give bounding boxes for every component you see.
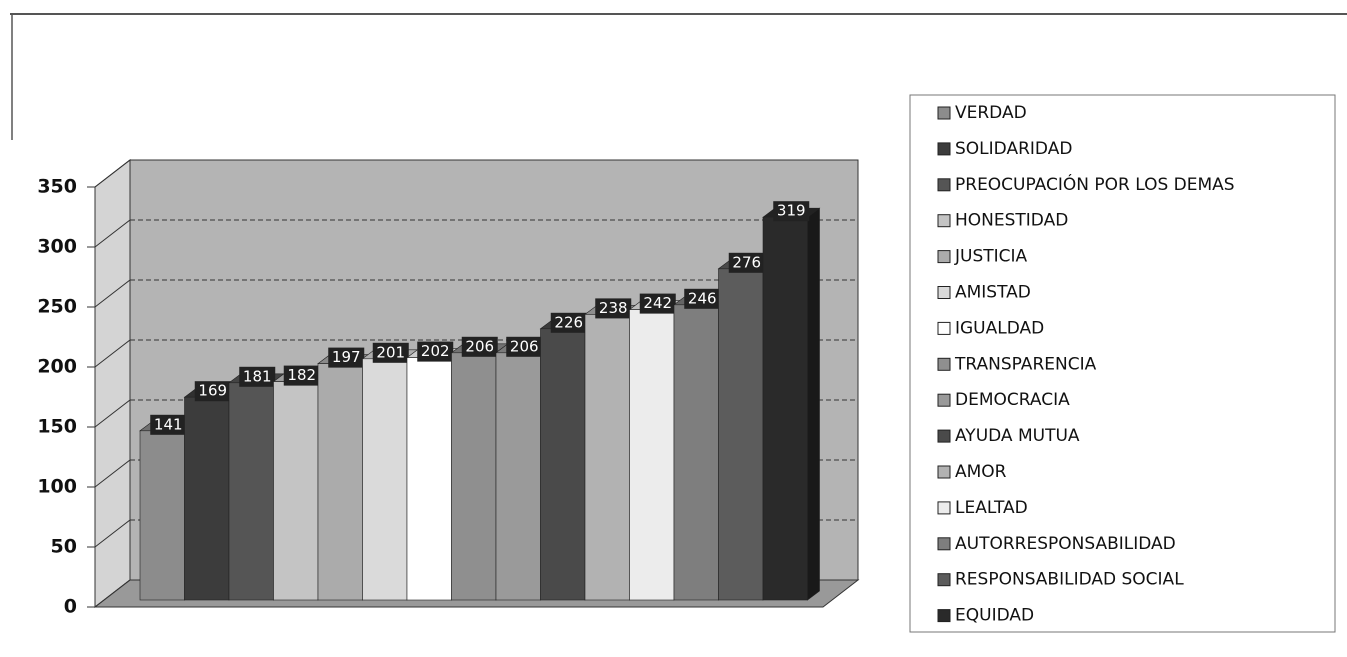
- grid-line: [94, 579, 131, 608]
- legend-swatch: [937, 286, 951, 299]
- bar: [273, 381, 319, 601]
- y-tick-label: 0: [64, 596, 77, 618]
- legend-swatch: [937, 609, 951, 623]
- y-tick-label: 250: [37, 296, 77, 318]
- data-label-box: [595, 298, 632, 319]
- bar: [228, 382, 274, 601]
- data-label: 141: [154, 415, 183, 433]
- legend-label: IGUALDAD: [955, 318, 1044, 338]
- data-label: 201: [376, 343, 405, 361]
- bar: [139, 430, 185, 601]
- bar: [718, 268, 764, 601]
- bar: [317, 363, 363, 601]
- bar: [584, 314, 630, 601]
- legend-swatch: [937, 573, 951, 587]
- bar-side: [807, 207, 820, 601]
- legend-label: LEALTAD: [955, 498, 1028, 518]
- legend-swatch: [937, 393, 951, 407]
- legend-swatch: [937, 357, 951, 371]
- grid-line: [94, 519, 131, 548]
- legend-label: TRANSPARENCIA: [954, 354, 1097, 374]
- legend-swatch: [937, 321, 951, 335]
- legend-label: SOLIDARIDAD: [955, 139, 1072, 159]
- data-label-box: [417, 341, 454, 362]
- bar: [629, 309, 675, 601]
- data-label: 246: [688, 289, 717, 307]
- legend-label: DEMOCRACIA: [955, 390, 1070, 410]
- bar: [762, 216, 808, 601]
- data-label-box: [461, 336, 498, 357]
- legend-swatch: [937, 465, 951, 479]
- y-tick-label: 350: [37, 176, 77, 198]
- legend-label: EQUIDAD: [955, 606, 1034, 626]
- grid-line: [94, 219, 131, 248]
- y-tick-label: 50: [51, 536, 77, 558]
- bar: [540, 328, 586, 601]
- bar: [495, 352, 541, 601]
- bar: [362, 358, 408, 601]
- data-label: 319: [777, 202, 806, 220]
- bar: [451, 352, 497, 601]
- grid-line: [94, 339, 131, 368]
- bar: [184, 396, 230, 601]
- data-label-box: [506, 336, 543, 357]
- legend-label: HONESTIDAD: [955, 211, 1068, 231]
- y-tick-label: 150: [37, 416, 77, 438]
- y-tick-label: 100: [37, 476, 77, 498]
- legend-swatch: [937, 429, 951, 443]
- data-label: 242: [643, 294, 672, 312]
- legend-swatch: [937, 214, 951, 228]
- legend-swatch: [937, 501, 951, 515]
- legend-label: RESPONSABILIDAD SOCIAL: [955, 570, 1184, 590]
- side-wall: [94, 158, 131, 609]
- data-label-box: [773, 201, 810, 222]
- legend-label: AMOR: [955, 462, 1007, 482]
- legend-swatch: [937, 250, 951, 264]
- data-label-box: [150, 414, 187, 435]
- data-label-box: [728, 252, 765, 273]
- y-tick-label: 200: [37, 356, 77, 378]
- legend-label: AMISTAD: [955, 283, 1031, 303]
- data-label: 238: [599, 299, 628, 317]
- data-label: 226: [554, 313, 583, 331]
- data-label: 276: [732, 253, 761, 271]
- legend-swatch: [937, 537, 951, 551]
- data-label: 181: [243, 367, 272, 385]
- data-label: 202: [421, 342, 450, 360]
- data-label: 197: [332, 348, 361, 366]
- grid-line: [94, 279, 131, 308]
- data-label-box: [550, 312, 587, 333]
- bar: [406, 357, 452, 601]
- grid-line: [94, 159, 131, 188]
- y-tick-label: 300: [37, 236, 77, 258]
- bar: [673, 304, 719, 601]
- legend-label: AYUDA MUTUA: [955, 426, 1080, 446]
- legend-label: PREOCUPACIÓN POR LOS DEMAS: [955, 173, 1235, 195]
- legend-label: VERDAD: [955, 103, 1027, 123]
- data-label: 169: [198, 382, 227, 400]
- data-label-box: [684, 288, 721, 309]
- data-label: 182: [287, 366, 316, 384]
- legend-label: JUSTICIA: [954, 247, 1028, 267]
- data-label-box: [283, 365, 320, 386]
- data-label-box: [328, 347, 365, 368]
- data-label-box: [239, 366, 276, 387]
- legend-label: AUTORRESPONSABILIDAD: [955, 534, 1176, 554]
- legend-swatch: [937, 178, 951, 192]
- legend-swatch: [937, 142, 951, 156]
- data-label-box: [194, 381, 231, 402]
- grid-line: [94, 399, 131, 428]
- legend-box: [909, 94, 1336, 633]
- legend-swatch: [937, 106, 951, 120]
- data-label: 206: [510, 337, 539, 355]
- grid-line: [94, 459, 131, 488]
- data-label-box: [639, 293, 676, 314]
- data-label-box: [372, 342, 409, 363]
- data-label: 206: [465, 337, 494, 355]
